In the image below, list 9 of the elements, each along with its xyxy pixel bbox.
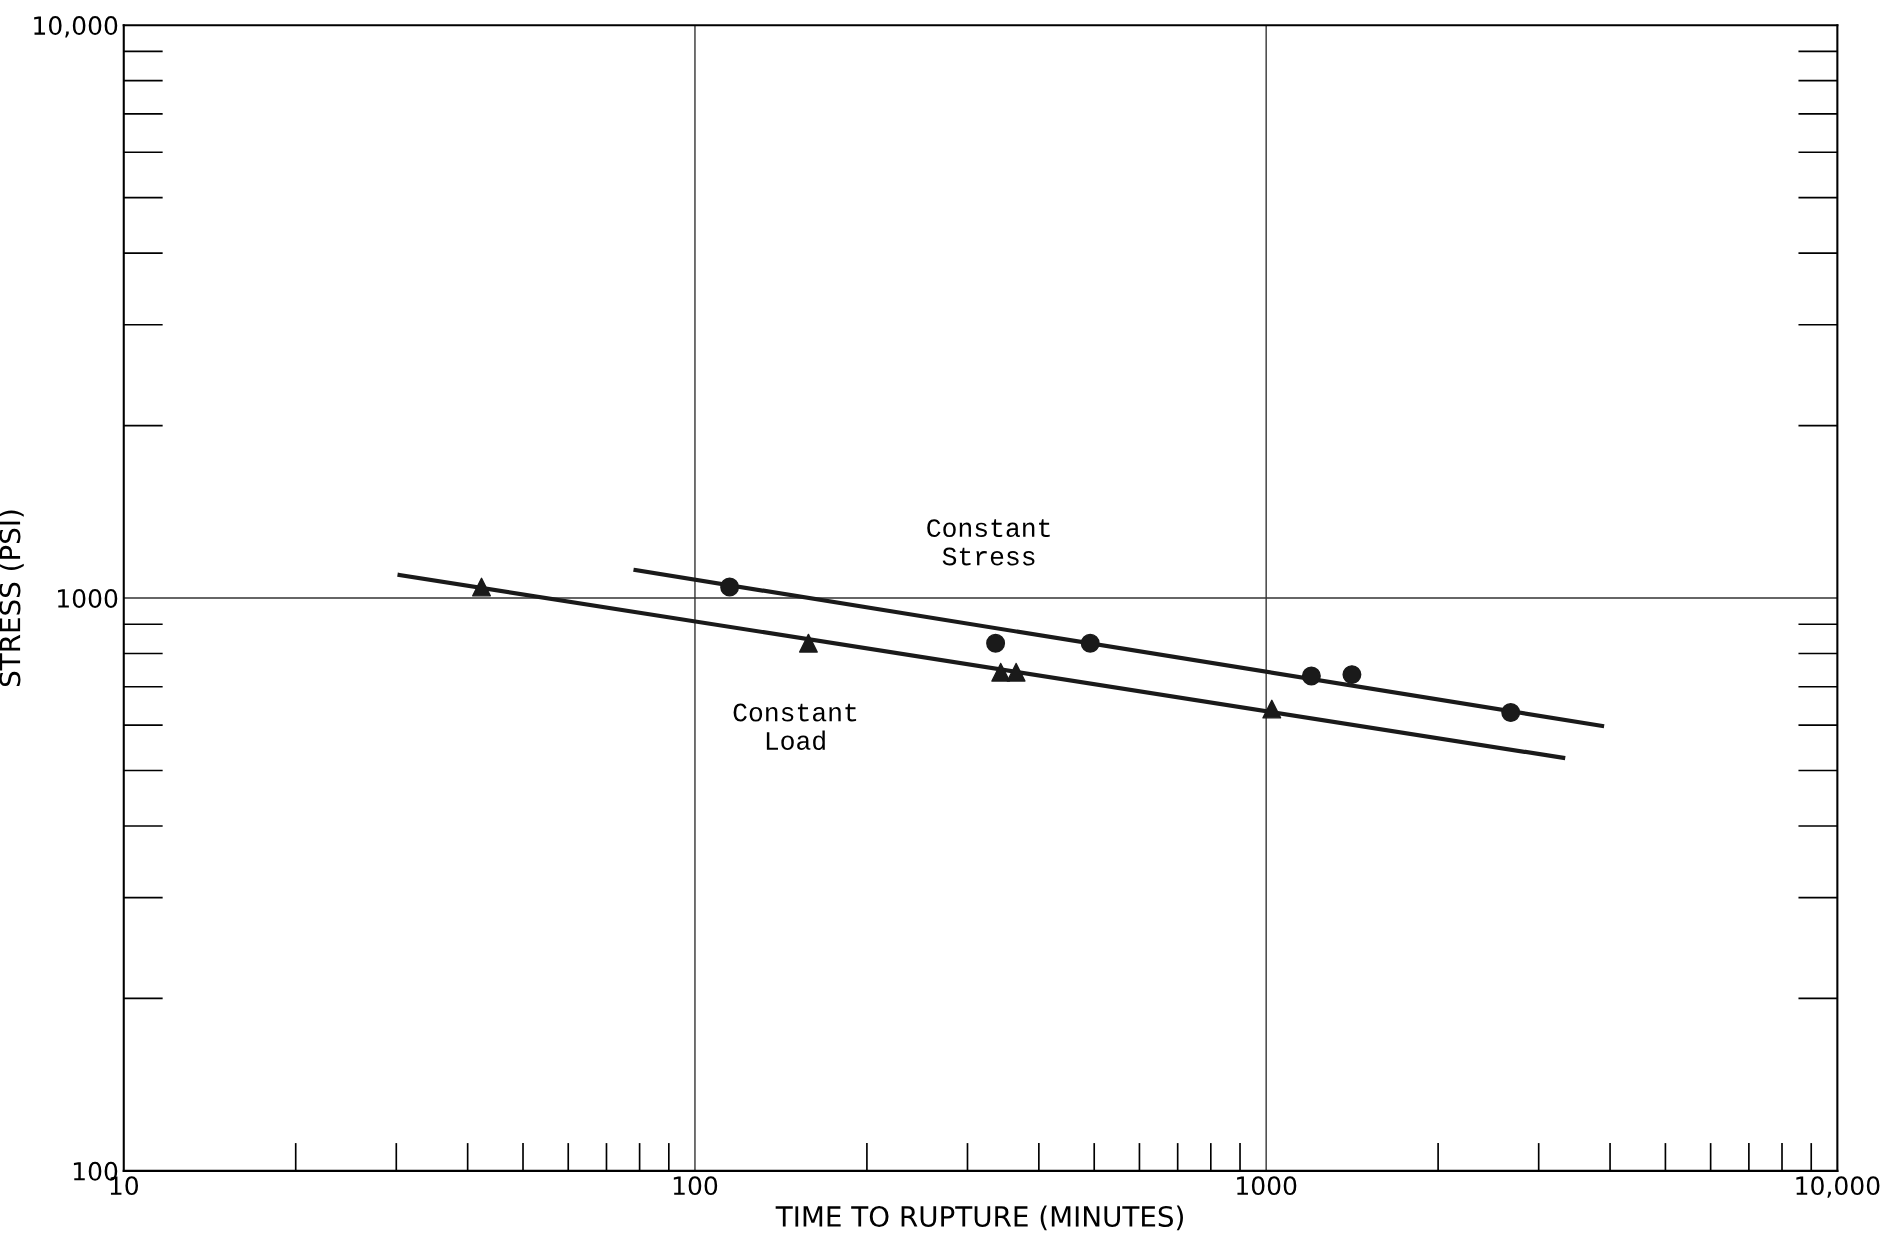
x-tick-label: 1000 bbox=[1237, 1176, 1297, 1196]
x-tick-label: 100 bbox=[673, 1176, 718, 1196]
y-axis-title: STRESS (PSI) bbox=[0, 510, 24, 687]
annotation: Constant Stress bbox=[927, 519, 1050, 566]
y-tick-label: 1000 bbox=[58, 588, 118, 608]
x-axis-title: TIME TO RUPTURE (MINUTES) bbox=[775, 1205, 1183, 1231]
y-tick-label: 10,000 bbox=[34, 16, 118, 38]
x-tick-label: 10,000 bbox=[1796, 1176, 1880, 1198]
annotation: Constant Load bbox=[733, 703, 857, 750]
